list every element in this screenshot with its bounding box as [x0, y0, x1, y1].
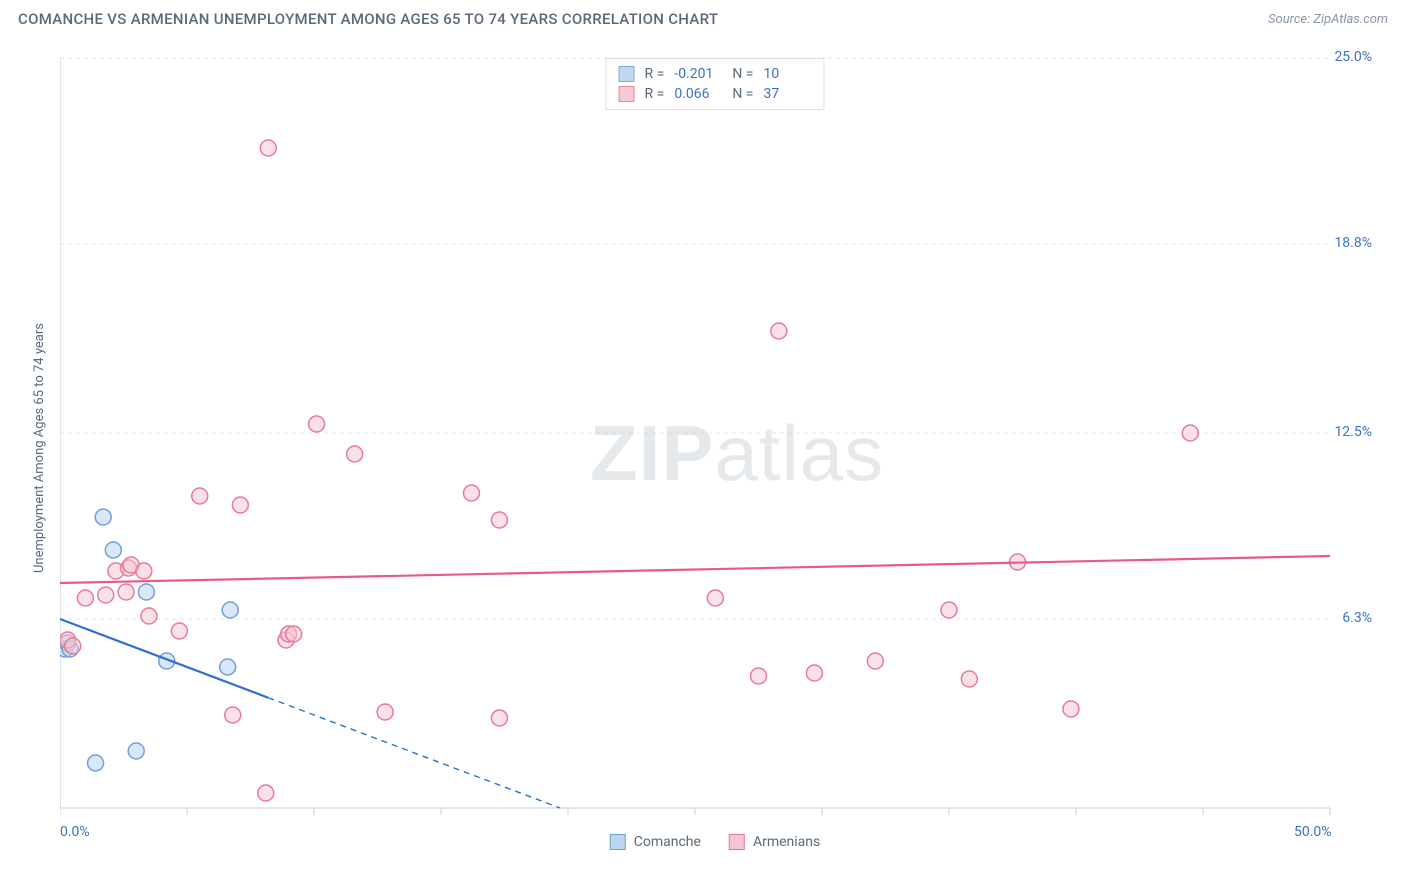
legend-swatch — [619, 86, 635, 102]
chart-title: COMANCHE VS ARMENIAN UNEMPLOYMENT AMONG … — [18, 10, 718, 28]
plot-area: ZIPatlas R =-0.201N =10R =0.066N =37 Com… — [60, 48, 1370, 848]
x-tick-label: 0.0% — [60, 824, 90, 840]
legend-swatch — [729, 834, 745, 850]
legend-item: Comanche — [610, 834, 701, 850]
legend-r-label: R = — [645, 84, 665, 104]
x-tick-label: 50.0% — [1294, 824, 1332, 840]
legend-r-value: 0.066 — [674, 84, 722, 104]
series-legend: Comanche Armenians — [610, 834, 820, 850]
legend-n-label: N = — [732, 84, 753, 104]
legend-row: R = -0.201 N = 10 — [619, 64, 812, 84]
legend-label: Armenians — [753, 834, 820, 850]
scatter-plot-svg — [60, 48, 1370, 848]
legend-row: R = 0.066 N = 37 — [619, 84, 812, 104]
y-tick-label: 25.0% — [1334, 49, 1372, 65]
legend-swatch — [610, 834, 626, 850]
legend-swatch — [619, 66, 635, 82]
legend-n-label: N = — [732, 64, 753, 84]
source-credit: Source: ZipAtlas.com — [1268, 12, 1388, 27]
correlation-legend: R = -0.201 N = 10 R = 0.066 N = 37 — [606, 58, 825, 110]
y-tick-label: 18.8% — [1334, 235, 1372, 251]
y-tick-label: 6.3% — [1342, 610, 1372, 626]
legend-r-value: -0.201 — [674, 64, 722, 84]
y-tick-label: 12.5% — [1334, 424, 1372, 440]
legend-r-label: R = — [645, 64, 665, 84]
legend-label: Comanche — [634, 834, 701, 850]
legend-n-value: 37 — [763, 84, 811, 104]
y-axis-label: Unemployment Among Ages 65 to 74 years — [32, 323, 47, 573]
legend-n-value: 10 — [763, 64, 811, 84]
chart-container: Unemployment Among Ages 65 to 74 years Z… — [50, 48, 1390, 848]
chart-header: COMANCHE VS ARMENIAN UNEMPLOYMENT AMONG … — [0, 0, 1406, 34]
legend-item: Armenians — [729, 834, 820, 850]
